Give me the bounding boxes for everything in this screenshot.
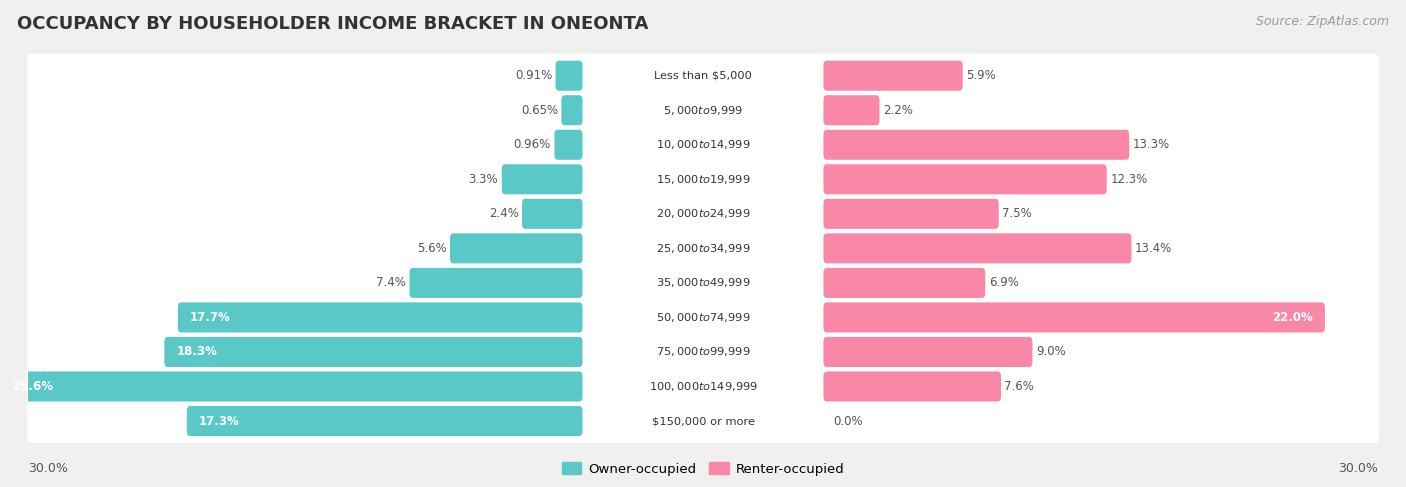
Text: 12.3%: 12.3% <box>1111 173 1147 186</box>
FancyBboxPatch shape <box>27 295 1379 339</box>
FancyBboxPatch shape <box>824 372 1001 401</box>
FancyBboxPatch shape <box>27 192 1379 236</box>
Text: 0.91%: 0.91% <box>515 69 553 82</box>
FancyBboxPatch shape <box>27 261 1379 305</box>
Text: 30.0%: 30.0% <box>1339 463 1378 475</box>
Text: 17.3%: 17.3% <box>200 414 240 428</box>
Text: 7.6%: 7.6% <box>1004 380 1035 393</box>
FancyBboxPatch shape <box>27 330 1379 374</box>
FancyBboxPatch shape <box>27 364 1379 409</box>
Text: $150,000 or more: $150,000 or more <box>651 416 755 426</box>
Text: 13.3%: 13.3% <box>1133 138 1170 151</box>
FancyBboxPatch shape <box>27 54 1379 98</box>
Text: 7.4%: 7.4% <box>377 277 406 289</box>
Text: 3.3%: 3.3% <box>468 173 498 186</box>
FancyBboxPatch shape <box>187 406 582 436</box>
FancyBboxPatch shape <box>27 399 1379 443</box>
Text: $50,000 to $74,999: $50,000 to $74,999 <box>655 311 751 324</box>
Text: 17.7%: 17.7% <box>190 311 231 324</box>
FancyBboxPatch shape <box>824 268 986 298</box>
FancyBboxPatch shape <box>824 199 998 229</box>
Text: 9.0%: 9.0% <box>1036 345 1066 358</box>
Text: 6.9%: 6.9% <box>988 277 1018 289</box>
FancyBboxPatch shape <box>522 199 582 229</box>
Legend: Owner-occupied, Renter-occupied: Owner-occupied, Renter-occupied <box>557 457 849 481</box>
Text: Source: ZipAtlas.com: Source: ZipAtlas.com <box>1256 15 1389 28</box>
FancyBboxPatch shape <box>554 130 582 160</box>
Text: 0.96%: 0.96% <box>513 138 551 151</box>
Text: $75,000 to $99,999: $75,000 to $99,999 <box>655 345 751 358</box>
Text: $5,000 to $9,999: $5,000 to $9,999 <box>664 104 742 117</box>
FancyBboxPatch shape <box>27 157 1379 202</box>
Text: 0.65%: 0.65% <box>520 104 558 117</box>
FancyBboxPatch shape <box>450 233 582 263</box>
Text: OCCUPANCY BY HOUSEHOLDER INCOME BRACKET IN ONEONTA: OCCUPANCY BY HOUSEHOLDER INCOME BRACKET … <box>17 15 648 33</box>
FancyBboxPatch shape <box>824 302 1324 333</box>
Text: $15,000 to $19,999: $15,000 to $19,999 <box>655 173 751 186</box>
FancyBboxPatch shape <box>27 88 1379 132</box>
Text: 30.0%: 30.0% <box>28 463 67 475</box>
Text: 18.3%: 18.3% <box>177 345 218 358</box>
Text: Less than $5,000: Less than $5,000 <box>654 71 752 81</box>
FancyBboxPatch shape <box>409 268 582 298</box>
Text: 2.4%: 2.4% <box>489 207 519 220</box>
FancyBboxPatch shape <box>27 226 1379 270</box>
Text: 22.0%: 22.0% <box>1272 311 1313 324</box>
FancyBboxPatch shape <box>824 61 963 91</box>
FancyBboxPatch shape <box>502 164 582 194</box>
FancyBboxPatch shape <box>824 337 1032 367</box>
FancyBboxPatch shape <box>824 130 1129 160</box>
FancyBboxPatch shape <box>824 164 1107 194</box>
FancyBboxPatch shape <box>824 95 880 125</box>
Text: 0.0%: 0.0% <box>834 414 863 428</box>
Text: 5.9%: 5.9% <box>966 69 995 82</box>
Text: $20,000 to $24,999: $20,000 to $24,999 <box>655 207 751 220</box>
FancyBboxPatch shape <box>27 123 1379 167</box>
Text: $10,000 to $14,999: $10,000 to $14,999 <box>655 138 751 151</box>
FancyBboxPatch shape <box>561 95 582 125</box>
Text: $35,000 to $49,999: $35,000 to $49,999 <box>655 277 751 289</box>
Text: $100,000 to $149,999: $100,000 to $149,999 <box>648 380 758 393</box>
Text: $25,000 to $34,999: $25,000 to $34,999 <box>655 242 751 255</box>
Text: 7.5%: 7.5% <box>1002 207 1032 220</box>
FancyBboxPatch shape <box>0 372 582 401</box>
FancyBboxPatch shape <box>824 233 1132 263</box>
Text: 2.2%: 2.2% <box>883 104 912 117</box>
FancyBboxPatch shape <box>177 302 582 333</box>
Text: 25.6%: 25.6% <box>13 380 53 393</box>
Text: 13.4%: 13.4% <box>1135 242 1173 255</box>
Text: 5.6%: 5.6% <box>416 242 447 255</box>
FancyBboxPatch shape <box>555 61 582 91</box>
FancyBboxPatch shape <box>165 337 582 367</box>
